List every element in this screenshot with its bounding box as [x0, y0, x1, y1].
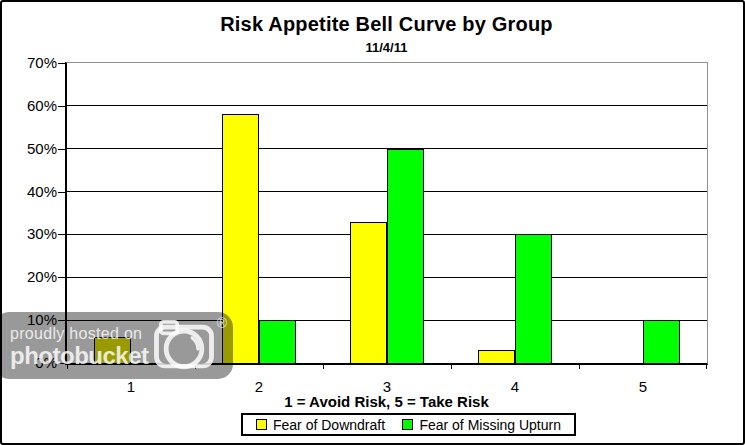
y-tick-label: 30%	[2, 225, 57, 243]
watermark-line2: photobucket	[10, 343, 149, 368]
legend-swatch-icon	[402, 419, 413, 430]
y-tick-label: 60%	[2, 97, 57, 115]
y-axis-tick	[58, 192, 65, 193]
bar-fear-of-missing-upturn-group-2	[259, 320, 296, 363]
legend-item-fear-of-downdraft: Fear of Downdraft	[256, 417, 385, 433]
legend-label: Fear of Missing Upturn	[419, 417, 561, 433]
y-axis-tick	[58, 234, 65, 235]
bar-fear-of-downdraft-group-3	[350, 222, 387, 363]
camera-icon	[154, 317, 214, 377]
y-axis-tick	[58, 63, 65, 64]
y-axis-tick	[58, 149, 65, 150]
y-tick-label: 20%	[2, 268, 57, 286]
bar-fear-of-missing-upturn-group-4	[515, 234, 552, 363]
legend-swatch-icon	[256, 419, 267, 430]
gridline	[67, 105, 707, 106]
chart-title: Risk Appetite Bell Curve by Group	[65, 13, 708, 36]
y-tick-label: 50%	[2, 140, 57, 158]
bar-fear-of-downdraft-group-4	[478, 350, 515, 363]
chart-subtitle: 11/4/11	[65, 40, 708, 55]
y-tick-label: 70%	[2, 54, 57, 72]
legend-label: Fear of Downdraft	[273, 417, 385, 433]
watermark-text: proudly hosted on photobucket	[10, 324, 149, 368]
x-axis-tick	[323, 363, 324, 369]
legend-item-fear-of-missing-upturn: Fear of Missing Upturn	[402, 417, 561, 433]
y-axis-tick	[58, 106, 65, 107]
x-axis-tick	[579, 363, 580, 369]
x-axis-tick	[451, 363, 452, 369]
legend: Fear of Downdraft Fear of Missing Upturn	[241, 413, 576, 436]
bar-fear-of-missing-upturn-group-3	[387, 149, 424, 363]
chart-container: Risk Appetite Bell Curve by Group 11/4/1…	[0, 0, 745, 445]
x-axis-title: 1 = Avoid Risk, 5 = Take Risk	[65, 393, 708, 410]
x-axis-tick	[706, 363, 707, 369]
watermark-line1: proudly hosted on	[10, 324, 149, 343]
registered-mark-icon: ®	[217, 315, 227, 331]
y-tick-label: 40%	[2, 183, 57, 201]
photobucket-watermark: proudly hosted on photobucket ®	[0, 312, 233, 379]
y-axis-tick	[58, 277, 65, 278]
bar-fear-of-missing-upturn-group-5	[643, 320, 680, 363]
